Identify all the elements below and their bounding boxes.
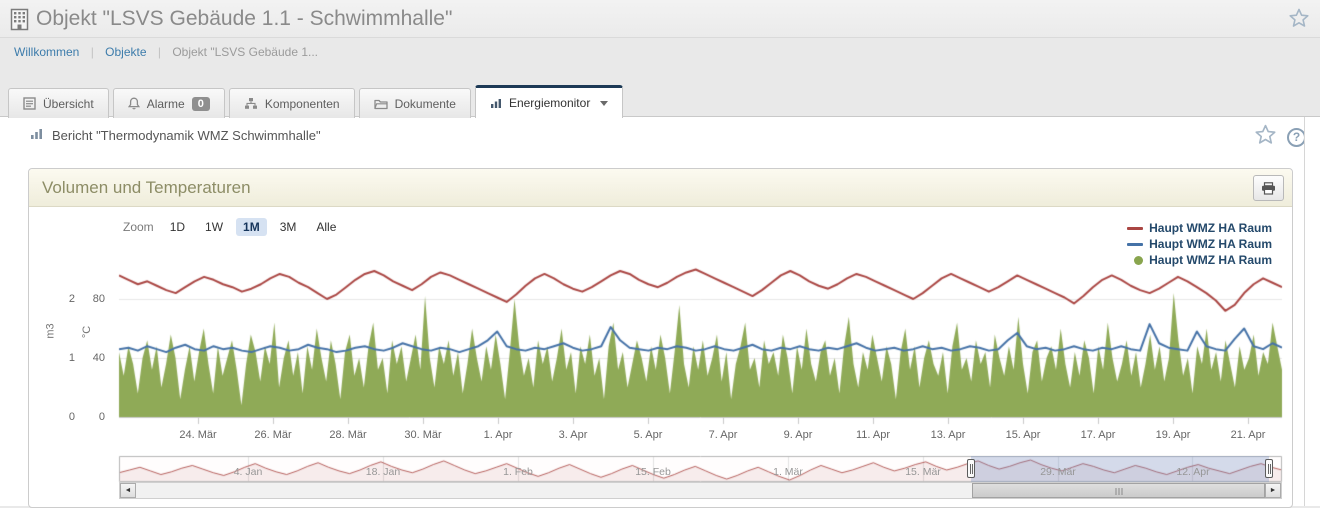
x-axis-tick: 30. Mär xyxy=(404,429,442,441)
zoom-option-3m[interactable]: 3M xyxy=(279,220,297,234)
navigator-tick: 18. Jan xyxy=(365,466,401,478)
x-axis-tick: 5. Apr xyxy=(633,429,663,441)
scrollbar-thumb[interactable] xyxy=(972,483,1265,498)
breadcrumb-current: Objekt "LSVS Gebäude 1... xyxy=(172,45,319,59)
x-axis-tick: 28. Mär xyxy=(329,429,367,441)
tab-label: Alarme xyxy=(146,96,185,111)
overview-icon xyxy=(23,97,36,110)
building-icon xyxy=(10,8,29,36)
x-axis-tick: 17. Apr xyxy=(1080,429,1116,441)
legend-line-marker xyxy=(1127,242,1144,246)
x-axis-tick: 26. Mär xyxy=(254,429,292,441)
x-axis-tick: 15. Apr xyxy=(1005,429,1041,441)
legend-circle-marker xyxy=(1134,255,1144,265)
breadcrumb: Willkommen | Objekte | Objekt "LSVS Gebä… xyxy=(0,39,1320,65)
tab-komponenten[interactable]: Komponenten xyxy=(228,88,355,118)
right-gutter xyxy=(1304,117,1320,506)
breadcrumb-separator: | xyxy=(157,45,161,59)
y-axis-m3-title: m3 xyxy=(44,323,57,339)
navigator-left-handle[interactable] xyxy=(967,459,976,478)
navigator-tick: 15. Feb xyxy=(635,466,671,478)
scrollbar-right-arrow-icon[interactable]: ► xyxy=(1265,483,1281,498)
navigator-tick: 15. Mär xyxy=(905,466,941,478)
x-axis-tick: 19. Apr xyxy=(1155,429,1191,441)
x-axis-tick: 7. Apr xyxy=(708,429,738,441)
page-title: Objekt "LSVS Gebäude 1.1 - Schwimmhalle" xyxy=(36,7,453,30)
legend-item[interactable]: Haupt WMZ HA Raum xyxy=(1127,220,1272,236)
print-button[interactable] xyxy=(1253,175,1284,201)
y-axis-m3-tick: 2 xyxy=(68,293,75,305)
x-axis-tick: 13. Apr xyxy=(930,429,966,441)
report-header: Bericht "Thermodynamik WMZ Schwimmhalle" xyxy=(30,127,321,143)
tab-label: Übersicht xyxy=(43,96,94,111)
window-header: Objekt "LSVS Gebäude 1.1 - Schwimmhalle" xyxy=(0,0,1320,38)
zoom-option-1m[interactable]: 1M xyxy=(236,218,267,236)
y-axis-c-tick: 80 xyxy=(92,293,105,305)
legend-label: Haupt WMZ HA Raum xyxy=(1149,237,1272,251)
panel-title: Volumen und Temperaturen xyxy=(42,178,251,197)
chart-scrollbar[interactable]: ◄ ► xyxy=(119,482,1282,499)
y-axis-m3-tick: 1 xyxy=(68,352,75,364)
navigator-tick: 1. Mär xyxy=(773,466,803,478)
legend-item[interactable]: Haupt WMZ HA Raum xyxy=(1127,236,1272,252)
tab-label: Energiemonitor xyxy=(508,96,591,110)
x-axis-tick: 9. Apr xyxy=(783,429,813,441)
content-area: Bericht "Thermodynamik WMZ Schwimmhalle"… xyxy=(0,116,1320,508)
y-axis-m3-tick: 0 xyxy=(68,411,75,423)
x-axis-tick: 11. Apr xyxy=(855,429,891,441)
folder-icon xyxy=(373,98,388,110)
navigator-selection[interactable] xyxy=(971,456,1270,482)
y-axis-c-title: °C xyxy=(81,325,94,339)
zoom-option-1d[interactable]: 1D xyxy=(169,220,186,234)
zoom-label: Zoom xyxy=(123,220,154,234)
chart-legend: Haupt WMZ HA Raum Haupt WMZ HA Raum Haup… xyxy=(1127,220,1272,268)
favorite-star-icon[interactable] xyxy=(1288,7,1310,34)
chart-plot-canvas[interactable] xyxy=(29,207,1292,507)
zoom-option-1w[interactable]: 1W xyxy=(205,220,224,234)
y-axis-c-tick: 40 xyxy=(92,352,105,364)
breadcrumb-link-willkommen[interactable]: Willkommen xyxy=(14,45,80,59)
report-title: Bericht "Thermodynamik WMZ Schwimmhalle" xyxy=(52,127,321,143)
legend-label: Haupt WMZ HA Raum xyxy=(1149,253,1272,267)
navigator-tick: 4. Jan xyxy=(233,466,263,478)
navigator-tick: 1. Feb xyxy=(503,466,533,478)
x-axis-tick: 3. Apr xyxy=(558,429,588,441)
legend-label: Haupt WMZ HA Raum xyxy=(1149,221,1272,235)
zoom-option-alle[interactable]: Alle xyxy=(316,220,337,234)
scrollbar-left-arrow-icon[interactable]: ◄ xyxy=(120,483,136,498)
chart-section: Zoom 1D 1W 1M 3M Alle Haupt WMZ HA Raum … xyxy=(29,207,1292,507)
x-axis-tick: 21. Apr xyxy=(1230,429,1266,441)
panel-header: Volumen und Temperaturen xyxy=(29,169,1292,207)
breadcrumb-separator: | xyxy=(90,45,94,59)
zoom-controls: Zoom 1D 1W 1M 3M Alle xyxy=(123,218,343,236)
report-chart-icon xyxy=(30,127,43,143)
tab-uebersicht[interactable]: Übersicht xyxy=(8,88,109,118)
x-axis-tick: 1. Apr xyxy=(483,429,513,441)
tab-label: Dokumente xyxy=(394,96,456,111)
alarm-count-badge: 0 xyxy=(191,96,210,111)
tab-dokumente[interactable]: Dokumente xyxy=(358,88,471,118)
report-favorite-star-icon[interactable] xyxy=(1254,123,1277,151)
tab-energiemonitor[interactable]: Energiemonitor xyxy=(474,85,624,118)
chevron-down-icon xyxy=(600,100,609,106)
printer-icon xyxy=(1262,181,1275,195)
legend-line-marker xyxy=(1127,226,1144,230)
legend-item[interactable]: Haupt WMZ HA Raum xyxy=(1127,252,1272,268)
bell-icon xyxy=(127,97,140,110)
tab-label: Komponenten xyxy=(264,96,340,111)
chart-icon xyxy=(490,97,502,109)
scrollbar-grip-icon xyxy=(1115,488,1122,495)
navigator-right-handle[interactable] xyxy=(1265,459,1274,478)
tab-alarme[interactable]: Alarme 0 xyxy=(112,88,225,118)
tab-bar: Übersicht Alarme 0 Komponenten Dokumente… xyxy=(8,85,627,118)
chart-panel: Volumen und Temperaturen Zoom 1D 1W 1M 3… xyxy=(28,168,1293,508)
navigator-tick: 12. Apr xyxy=(1176,466,1210,478)
x-axis-tick: 24. Mär xyxy=(179,429,217,441)
navigator-tick: 29. Mär xyxy=(1040,466,1076,478)
y-axis-c-tick: 0 xyxy=(98,411,105,423)
sitemap-icon xyxy=(244,97,258,110)
breadcrumb-link-objekte[interactable]: Objekte xyxy=(105,45,147,59)
